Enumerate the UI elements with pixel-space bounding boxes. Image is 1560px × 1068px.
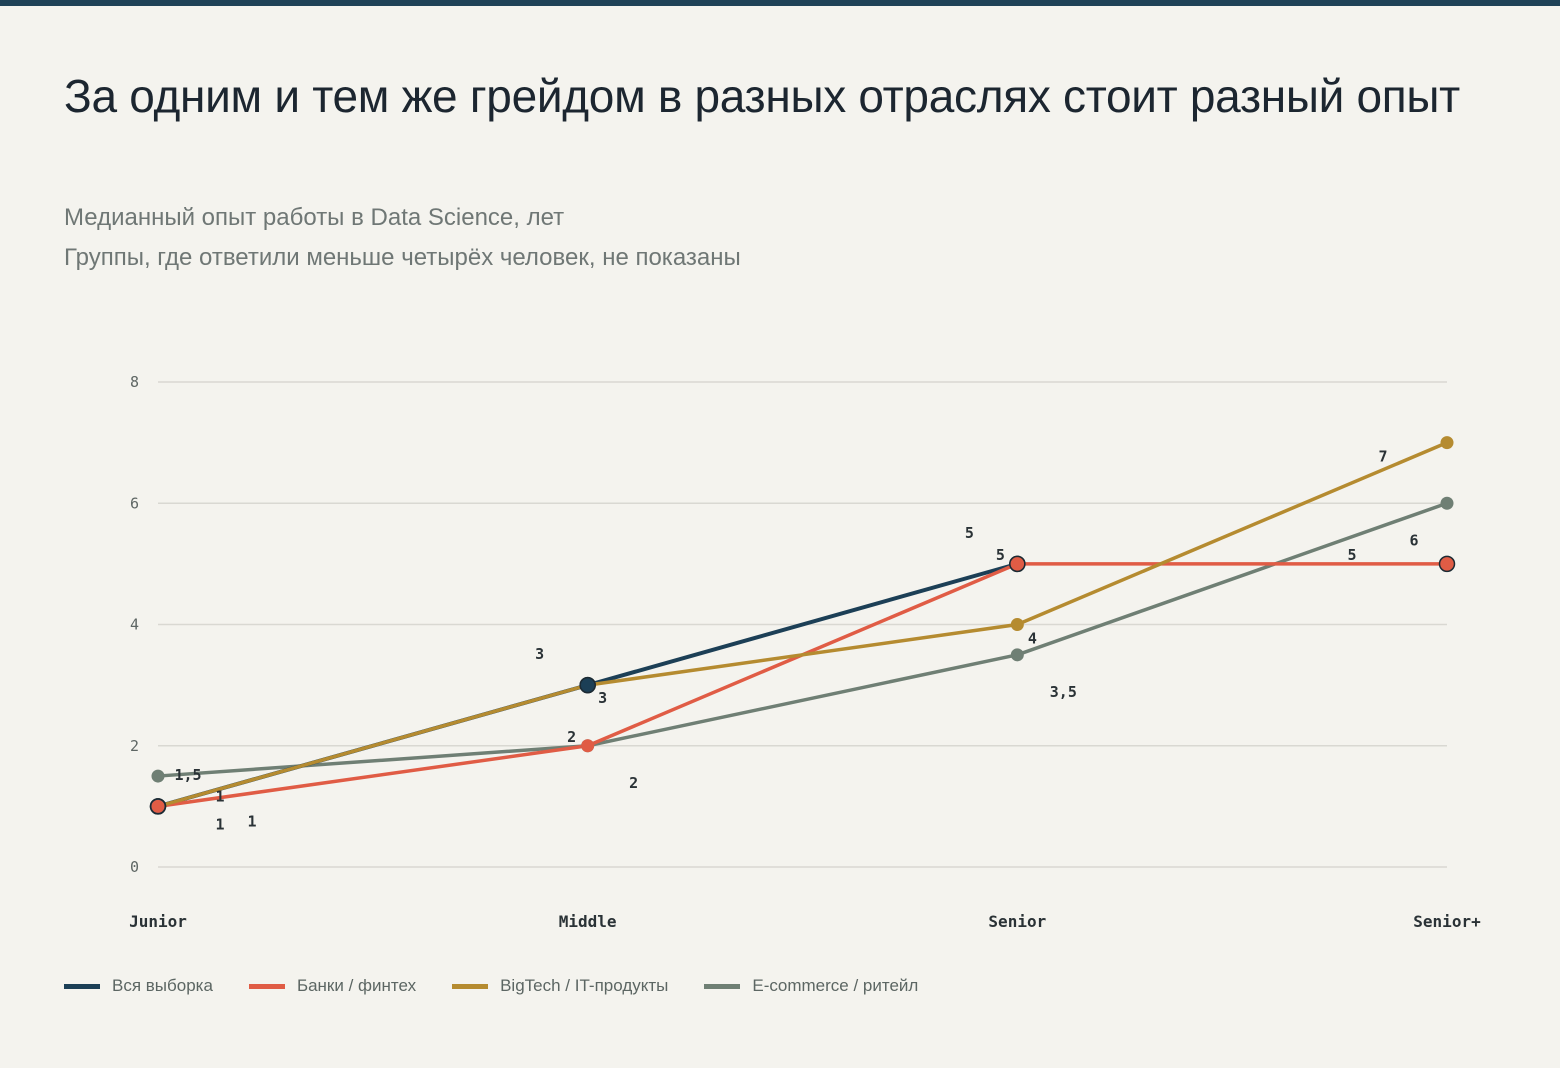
data-point bbox=[579, 676, 596, 694]
data-label: 3 bbox=[598, 689, 607, 707]
legend-item: Банки / финтех bbox=[248, 976, 417, 996]
series-line-3 bbox=[157, 501, 1448, 778]
y-tick-label: 4 bbox=[130, 616, 139, 634]
data-label: 3,5 bbox=[1050, 683, 1077, 701]
series-line-2 bbox=[157, 441, 1448, 809]
legend-item: BigTech / IT-продукты bbox=[452, 976, 668, 996]
series-line-1 bbox=[157, 562, 1447, 809]
data-label: 1 bbox=[215, 815, 224, 833]
x-category-label: Senior bbox=[988, 912, 1046, 931]
legend-swatch bbox=[452, 983, 489, 989]
data-label: 4 bbox=[1028, 630, 1037, 648]
data-label: 5 bbox=[996, 546, 1005, 564]
data-label: 1,5 bbox=[174, 766, 201, 784]
legend-item: E-commerce / ритейл bbox=[704, 976, 918, 996]
data-point bbox=[1438, 555, 1456, 573]
data-point bbox=[151, 769, 165, 783]
chart-subtitle: Медианный опыт работы в Data Science, ле… bbox=[64, 204, 565, 231]
chart-legend: Вся выборка Банки / финтех BigTech / IT-пр… bbox=[64, 976, 954, 996]
data-point bbox=[1440, 436, 1454, 450]
data-label: 5 bbox=[965, 524, 974, 542]
y-tick-label: 2 bbox=[130, 737, 139, 755]
legend-swatch bbox=[64, 983, 100, 989]
data-label: 5 bbox=[1347, 546, 1356, 564]
data-point bbox=[151, 799, 165, 813]
chart-note: Группы, где ответили меньше четырёх чело… bbox=[64, 244, 741, 271]
legend-label: E-commerce / ритейл bbox=[752, 976, 919, 995]
data-label: 6 bbox=[1409, 531, 1418, 549]
data-point bbox=[1010, 648, 1024, 662]
y-tick-label: 8 bbox=[130, 373, 139, 391]
x-category-label: Middle bbox=[559, 912, 617, 931]
data-point bbox=[1009, 555, 1026, 573]
x-category-label: Junior bbox=[129, 912, 187, 931]
data-label: 2 bbox=[629, 774, 638, 792]
legend-label: Банки / финтех bbox=[296, 976, 417, 995]
data-point bbox=[1010, 618, 1024, 631]
data-point bbox=[1440, 496, 1454, 510]
legend-label: Вся выборка bbox=[112, 976, 213, 995]
data-label: 3 bbox=[535, 645, 544, 663]
data-point bbox=[581, 739, 595, 753]
data-label: 1 bbox=[215, 787, 224, 805]
data-label: 1 bbox=[247, 812, 256, 830]
x-category-label: Senior+ bbox=[1413, 912, 1481, 931]
top-accent-bar bbox=[0, 0, 1560, 6]
legend-item: Вся выборка bbox=[64, 976, 213, 996]
legend-label: BigTech / IT-продукты bbox=[500, 976, 669, 995]
legend-swatch bbox=[704, 983, 741, 989]
data-label: 2 bbox=[567, 728, 576, 746]
chart-title: За одним и тем же грейдом в разных отрас… bbox=[64, 70, 1460, 122]
y-tick-label: 0 bbox=[130, 858, 139, 876]
data-label: 7 bbox=[1378, 448, 1387, 466]
y-tick-label: 6 bbox=[130, 494, 139, 512]
legend-swatch bbox=[248, 983, 285, 989]
